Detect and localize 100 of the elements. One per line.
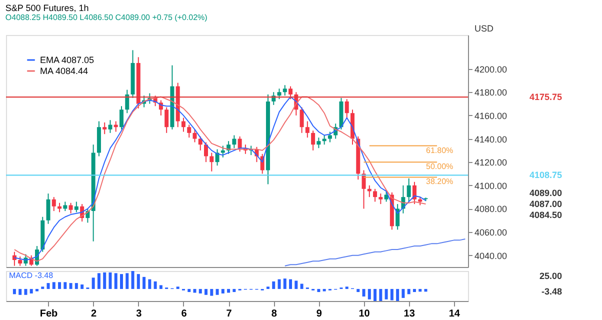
candlestick — [108, 120, 112, 134]
ref-line-label: 4175.75 — [529, 92, 562, 102]
candlestick — [288, 86, 293, 100]
candlestick — [316, 137, 321, 149]
ref-line-label: 4108.75 — [529, 170, 562, 180]
y-tick-label: 4040.00 — [474, 250, 508, 261]
candlestick — [300, 106, 304, 134]
x-tick-label: 2 — [91, 308, 98, 320]
bar — [64, 282, 67, 289]
bar — [390, 288, 394, 300]
x-tick-label: 7 — [226, 308, 232, 320]
bar — [24, 288, 28, 295]
bar — [356, 288, 360, 292]
bar — [159, 285, 162, 289]
bar — [92, 278, 95, 289]
bar — [188, 288, 191, 292]
x-tick-label: 13 — [404, 308, 416, 320]
text: -3.48 — [541, 286, 562, 296]
candlestick — [238, 136, 242, 152]
candlestick — [282, 84, 287, 96]
candlestick — [311, 130, 316, 151]
chart-subtitle: O4088.25 H4089.50 L4086.50 C4089.00 +0.75 (+0.02%) — [5, 13, 208, 22]
legend-label: MA 4084.44 — [40, 66, 88, 76]
bar — [216, 288, 219, 295]
bar — [97, 273, 100, 289]
candlestick — [215, 148, 220, 166]
bar — [30, 288, 33, 294]
bar — [126, 273, 129, 289]
bar — [210, 288, 214, 296]
bar — [148, 279, 152, 289]
x-tick-label: Feb — [40, 308, 58, 320]
bar — [300, 284, 304, 289]
text: 4084.50 — [529, 210, 562, 220]
bar — [80, 284, 84, 289]
bar — [232, 288, 236, 292]
bar — [46, 283, 50, 289]
bar — [294, 280, 298, 289]
x-tick-label: 9 — [316, 308, 322, 320]
candlestick — [187, 124, 192, 138]
candlestick — [328, 131, 332, 143]
candlestick — [102, 122, 107, 135]
candlestick — [192, 128, 197, 143]
annotation: 50.00% — [426, 162, 454, 172]
y-tick-label: 4140.00 — [474, 134, 508, 144]
bar — [368, 288, 371, 300]
legend-label: EMA 4087.05 — [40, 55, 94, 65]
candlestick — [406, 178, 411, 202]
candlestick — [344, 98, 349, 120]
bar — [402, 288, 405, 298]
bar — [52, 282, 56, 289]
candlestick — [305, 120, 310, 138]
text: 4087.00 — [529, 198, 562, 209]
candlestick — [412, 181, 416, 205]
bar — [322, 288, 326, 292]
bar — [396, 288, 400, 301]
bar — [227, 288, 230, 293]
candlestick — [277, 88, 282, 100]
candlestick — [120, 106, 124, 130]
candlestick — [63, 201, 68, 212]
candlestick — [74, 201, 78, 213]
bar — [204, 288, 208, 295]
bar — [362, 288, 366, 297]
bar — [35, 288, 38, 292]
candlestick — [164, 106, 169, 134]
candlestick — [52, 196, 56, 212]
chart-title: MACD -3.48 — [9, 271, 54, 280]
bar — [120, 274, 123, 289]
y-tick-label: 4160.00 — [474, 110, 508, 121]
bar — [114, 273, 118, 289]
bar — [131, 271, 134, 289]
candlestick — [18, 256, 22, 266]
x-tick-label: 3 — [136, 308, 142, 320]
bar — [272, 281, 276, 289]
y-tick-label: 4080.00 — [474, 204, 508, 214]
bar — [136, 274, 140, 289]
bar — [283, 278, 286, 289]
candlestick — [210, 152, 214, 172]
candlestick — [378, 193, 383, 205]
x-tick-label: 10 — [358, 308, 370, 320]
bar — [198, 288, 202, 294]
line-series — [284, 238, 466, 266]
chart-title: S&P 500 Futures, 1h — [5, 3, 89, 13]
x-tick-label: 8 — [271, 308, 278, 320]
candlestick — [204, 142, 208, 163]
bar — [58, 282, 62, 289]
candlestick — [232, 134, 236, 149]
x-tick-label: 6 — [181, 308, 188, 320]
bar — [154, 281, 157, 289]
bar — [74, 283, 78, 289]
bar — [221, 288, 224, 294]
candlestick — [46, 193, 50, 224]
bar — [193, 288, 196, 293]
bar — [18, 288, 22, 295]
annotation: 38.20% — [426, 177, 454, 186]
bar — [412, 288, 416, 292]
candlestick — [68, 202, 73, 214]
y-tick-label: 4180.00 — [474, 88, 508, 98]
text: 4089.00 — [529, 188, 562, 198]
y-tick-label: 4100.00 — [474, 180, 508, 191]
bar — [69, 283, 72, 289]
